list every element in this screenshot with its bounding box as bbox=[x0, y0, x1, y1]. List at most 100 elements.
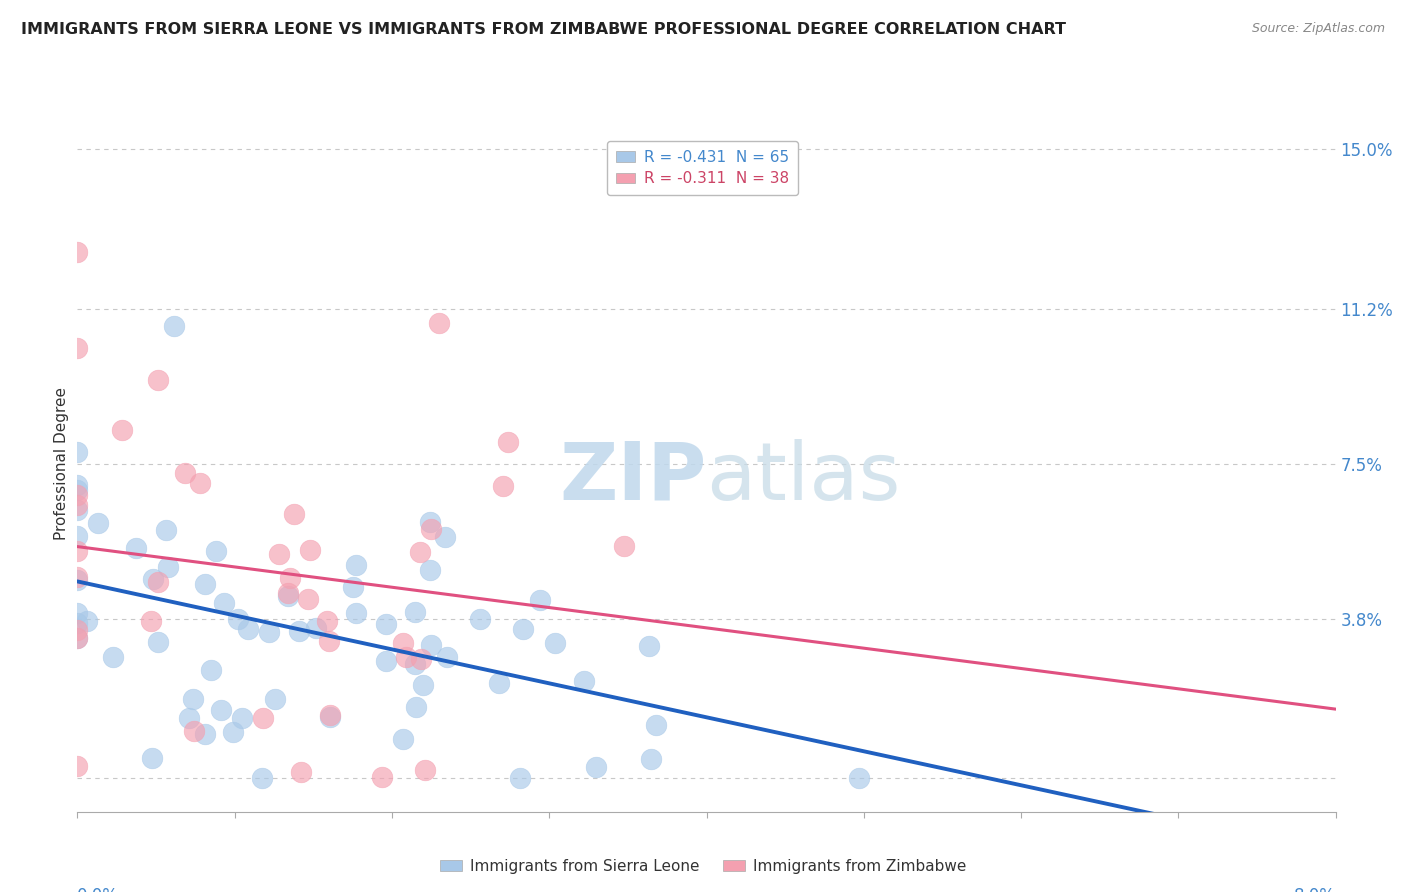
Point bbox=[236, 622, 259, 636]
Point bbox=[342, 580, 364, 594]
Text: atlas: atlas bbox=[707, 439, 901, 516]
Point bbox=[640, 752, 662, 766]
Point bbox=[146, 373, 169, 387]
Point bbox=[66, 758, 89, 772]
Point bbox=[250, 771, 273, 785]
Point bbox=[194, 576, 217, 591]
Point bbox=[277, 589, 299, 603]
Point bbox=[290, 764, 312, 779]
Point bbox=[391, 636, 413, 650]
Point bbox=[405, 699, 427, 714]
Point bbox=[209, 703, 232, 717]
Point bbox=[278, 571, 301, 585]
Point bbox=[371, 770, 394, 784]
Point bbox=[264, 691, 287, 706]
Point bbox=[87, 516, 110, 531]
Point bbox=[214, 596, 236, 610]
Point bbox=[155, 523, 177, 537]
Point bbox=[375, 616, 398, 631]
Point bbox=[468, 612, 491, 626]
Point bbox=[395, 650, 418, 665]
Point bbox=[315, 615, 337, 629]
Point bbox=[415, 763, 437, 777]
Point bbox=[419, 522, 441, 536]
Point bbox=[66, 488, 89, 502]
Point bbox=[103, 650, 125, 665]
Point bbox=[585, 759, 607, 773]
Point bbox=[436, 649, 458, 664]
Point bbox=[645, 718, 668, 732]
Point bbox=[66, 544, 89, 558]
Point bbox=[412, 678, 434, 692]
Point bbox=[66, 499, 89, 513]
Point bbox=[222, 724, 245, 739]
Point bbox=[277, 586, 299, 600]
Point bbox=[318, 634, 340, 648]
Point bbox=[66, 529, 89, 543]
Point bbox=[228, 612, 250, 626]
Point bbox=[409, 545, 432, 559]
Point bbox=[488, 676, 510, 690]
Point bbox=[299, 543, 322, 558]
Point bbox=[267, 547, 290, 561]
Point bbox=[66, 573, 89, 587]
Text: 0.0%: 0.0% bbox=[77, 888, 120, 892]
Text: IMMIGRANTS FROM SIERRA LEONE VS IMMIGRANTS FROM ZIMBABWE PROFESSIONAL DEGREE COR: IMMIGRANTS FROM SIERRA LEONE VS IMMIGRAN… bbox=[21, 22, 1066, 37]
Point bbox=[544, 636, 567, 650]
Point bbox=[66, 623, 89, 637]
Point bbox=[174, 466, 197, 480]
Point bbox=[574, 674, 596, 689]
Point bbox=[141, 614, 163, 628]
Point bbox=[188, 475, 211, 490]
Text: ZIP: ZIP bbox=[560, 439, 707, 516]
Point bbox=[66, 445, 89, 459]
Point bbox=[146, 634, 169, 648]
Point bbox=[283, 507, 305, 521]
Point bbox=[848, 771, 870, 785]
Point bbox=[111, 423, 134, 437]
Legend: Immigrants from Sierra Leone, Immigrants from Zimbabwe: Immigrants from Sierra Leone, Immigrants… bbox=[433, 853, 973, 880]
Point bbox=[305, 621, 328, 635]
Point bbox=[231, 711, 253, 725]
Point bbox=[66, 483, 89, 498]
Point bbox=[419, 516, 441, 530]
Legend: R = -0.431  N = 65, R = -0.311  N = 38: R = -0.431 N = 65, R = -0.311 N = 38 bbox=[607, 141, 799, 195]
Point bbox=[66, 615, 89, 630]
Point bbox=[492, 479, 515, 493]
Point bbox=[392, 731, 415, 746]
Text: 8.0%: 8.0% bbox=[1294, 888, 1336, 892]
Text: Source: ZipAtlas.com: Source: ZipAtlas.com bbox=[1251, 22, 1385, 36]
Point bbox=[496, 434, 519, 449]
Point bbox=[66, 631, 89, 645]
Point bbox=[512, 622, 534, 636]
Point bbox=[66, 341, 89, 355]
Point bbox=[183, 723, 205, 738]
Point bbox=[66, 606, 89, 620]
Point bbox=[344, 558, 367, 572]
Point bbox=[404, 606, 426, 620]
Point bbox=[194, 727, 217, 741]
Point bbox=[148, 574, 170, 589]
Point bbox=[200, 663, 222, 677]
Point bbox=[319, 710, 342, 724]
Point bbox=[404, 657, 426, 671]
Point bbox=[319, 708, 342, 723]
Point bbox=[638, 639, 661, 653]
Point bbox=[509, 771, 531, 785]
Point bbox=[157, 559, 180, 574]
Point bbox=[287, 624, 309, 639]
Point bbox=[252, 711, 274, 725]
Point bbox=[66, 570, 89, 584]
Point bbox=[205, 544, 228, 558]
Point bbox=[66, 477, 89, 491]
Point bbox=[141, 751, 163, 765]
Point bbox=[125, 541, 148, 555]
Point bbox=[344, 606, 367, 620]
Point bbox=[375, 654, 398, 668]
Point bbox=[181, 691, 204, 706]
Point bbox=[297, 592, 319, 607]
Point bbox=[411, 652, 433, 666]
Y-axis label: Professional Degree: Professional Degree bbox=[53, 387, 69, 541]
Point bbox=[66, 245, 89, 260]
Point bbox=[76, 614, 98, 628]
